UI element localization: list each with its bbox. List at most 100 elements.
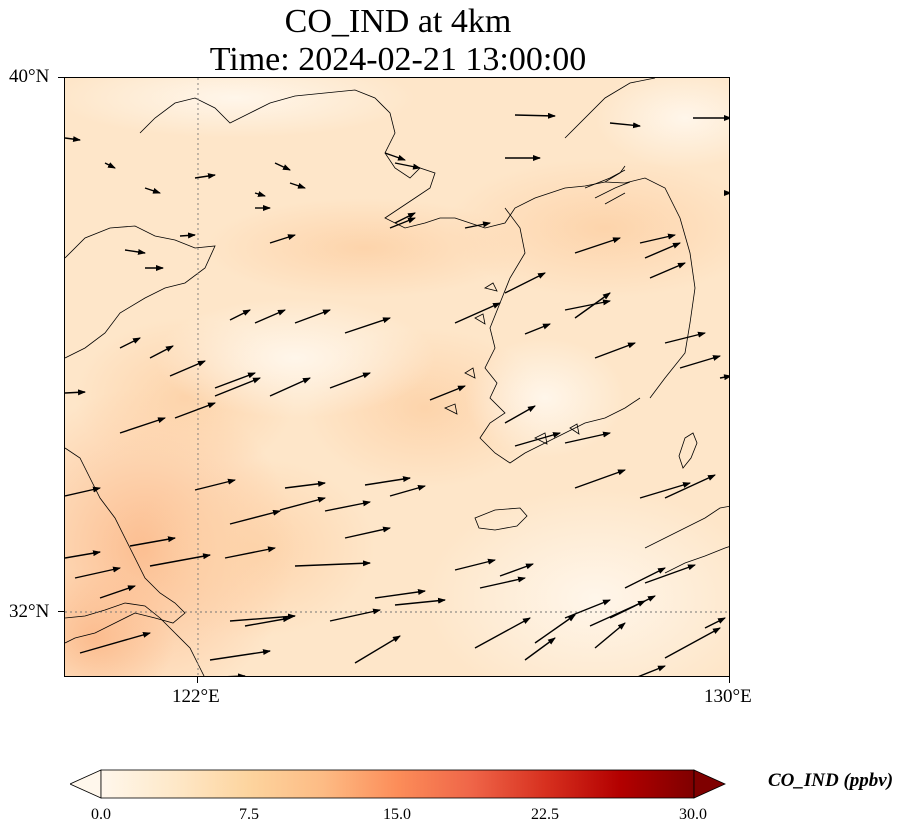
wind-arrow [294, 309, 331, 324]
wind-arrow [504, 405, 536, 424]
tick-lat-32 [58, 611, 64, 612]
wind-arrow [624, 567, 666, 589]
wind-arrow [464, 221, 491, 229]
colorbar-extend-low [70, 769, 102, 799]
wind-arrow [394, 597, 446, 606]
tick-lon-130 [729, 677, 730, 683]
wind-arrow [664, 627, 721, 659]
wind-arrow [229, 613, 296, 622]
wind-vectors [65, 112, 729, 676]
wind-arrow [274, 162, 291, 171]
wind-arrow [289, 182, 306, 189]
wind-arrow [344, 526, 391, 539]
wind-arrow [454, 302, 501, 324]
wind-arrow [194, 478, 236, 491]
wind-arrow [119, 337, 141, 349]
wind-arrow [454, 558, 496, 571]
map-subtitle-time: Time: 2024-02-21 13:00:00 [209, 41, 587, 78]
wind-arrow [227, 673, 246, 676]
coastline-bohai [139, 89, 626, 229]
wind-arrow [649, 262, 686, 279]
wind-arrow [389, 485, 426, 497]
wind-arrow [144, 187, 161, 194]
map-title: CO_IND at 4km [284, 3, 512, 40]
wind-arrow [504, 272, 546, 294]
wind-arrow [534, 614, 576, 644]
wind-arrow [524, 637, 556, 661]
colorbar-tick-3: 22.5 [531, 806, 559, 823]
map-panel [64, 77, 730, 677]
wind-arrow [119, 417, 166, 434]
colorbar-gradient [100, 769, 695, 799]
coastline-korea-east [564, 78, 696, 399]
coastlines [65, 78, 729, 676]
colorbar-extend-high [693, 769, 726, 799]
map-canvas [65, 78, 729, 676]
wind-arrow [429, 385, 466, 401]
wind-arrow [564, 431, 611, 444]
wind-arrow [214, 377, 261, 397]
coastline-yangtze [65, 602, 205, 676]
wind-arrow [214, 372, 256, 389]
wind-arrow [719, 374, 729, 381]
wind-arrow [514, 112, 556, 119]
wind-arrow [329, 372, 371, 389]
wind-arrow [99, 585, 136, 599]
wind-arrow [169, 360, 206, 377]
wind-arrow [179, 232, 196, 239]
wind-arrow [574, 469, 626, 489]
wind-arrow [679, 355, 721, 369]
wind-arrow [664, 474, 716, 499]
lon-label-130e: 130°E [704, 686, 752, 707]
coastline-kyushu [644, 505, 729, 574]
colorbar [70, 769, 726, 799]
wind-arrow [704, 617, 726, 629]
coastline-korea-west [479, 207, 641, 464]
wind-arrow [564, 299, 611, 311]
tsushima-island [678, 432, 698, 469]
wind-arrow [639, 233, 676, 244]
jeju-island [474, 507, 528, 531]
lon-label-122e: 122°E [172, 686, 220, 707]
wind-arrow [574, 292, 611, 319]
wind-arrow [269, 234, 296, 244]
wind-arrow [589, 600, 646, 627]
wind-arrow [124, 248, 146, 255]
wind-arrow [149, 345, 174, 359]
wind-arrow [294, 560, 371, 567]
wind-arrow [65, 389, 86, 396]
wind-arrow [644, 564, 696, 584]
wind-arrow [474, 617, 531, 649]
colorbar-tick-2: 15.0 [383, 806, 411, 823]
wind-arrow [354, 635, 401, 664]
coastline-shandong [65, 225, 216, 359]
wind-arrow [229, 309, 251, 321]
korea-west-islands [444, 282, 580, 445]
wind-arrow [254, 309, 286, 324]
wind-arrow [65, 136, 81, 143]
wind-arrow [524, 323, 551, 335]
wind-arrow [384, 152, 406, 161]
wind-arrow [594, 622, 626, 649]
wind-arrow [65, 550, 101, 559]
tick-lat-40 [58, 77, 64, 78]
wind-arrow [284, 480, 326, 489]
wind-arrow [394, 212, 416, 224]
wind-arrow [129, 536, 176, 547]
wind-arrow [344, 317, 391, 334]
wind-arrow [664, 331, 706, 344]
wind-arrow [269, 377, 311, 397]
tick-lon-122 [197, 677, 198, 683]
wind-arrow [374, 588, 426, 599]
wind-arrow [364, 476, 411, 486]
coastline-jiangsu [65, 447, 186, 644]
colorbar-label: CO_IND (ppbv) [768, 770, 894, 791]
wind-arrow [329, 608, 381, 622]
coastline-north-korea-east [584, 169, 631, 205]
wind-arrow [639, 482, 691, 499]
wind-arrow [644, 242, 681, 259]
wind-arrow [254, 191, 266, 197]
wind-arrow [194, 173, 216, 180]
wind-arrow [499, 563, 534, 577]
wind-arrow [389, 217, 416, 229]
